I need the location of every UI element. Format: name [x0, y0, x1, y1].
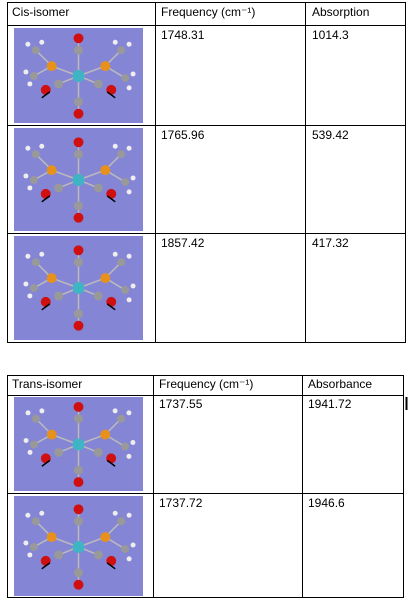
cell: 1941.72 — [308, 397, 352, 411]
header-cell: Frequency (cm⁻¹) — [161, 5, 255, 19]
cell: 539.42 — [312, 128, 349, 142]
table-border — [7, 2, 406, 343]
cell: 1737.55 — [159, 397, 203, 411]
table-cis: Cis-isomer Frequency (cm⁻¹) Absorption 1… — [7, 2, 406, 343]
cell: 417.32 — [312, 236, 349, 250]
header-cell: Absorption — [312, 5, 369, 19]
header-cell: Trans-isomer — [12, 377, 82, 391]
cell: 1765.96 — [161, 128, 205, 142]
header-cell: Absorbance — [308, 377, 372, 391]
cell: 1014.3 — [312, 28, 349, 42]
cell: 1737.72 — [159, 496, 203, 510]
table-border — [7, 375, 404, 598]
cell: 1748.31 — [161, 28, 205, 42]
table-trans: Trans-isomer Frequency (cm⁻¹) Absorbance… — [7, 375, 404, 598]
header-cell: Frequency (cm⁻¹) — [159, 377, 253, 391]
header-cell: Cis-isomer — [12, 5, 69, 19]
cell: 1857.42 — [161, 236, 205, 250]
cell: 1946.6 — [308, 496, 345, 510]
